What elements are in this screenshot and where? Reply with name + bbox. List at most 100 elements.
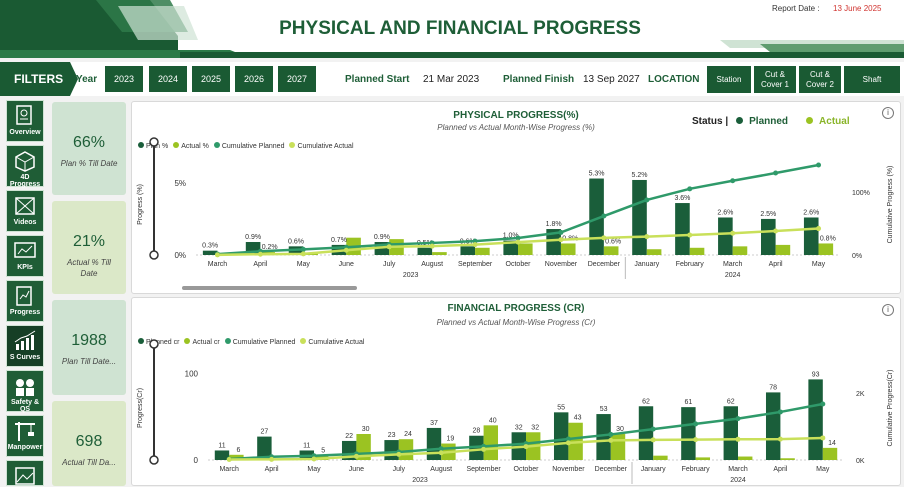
nav-progress[interactable]: Progress [6,280,44,322]
physical-legend: Plan % Actual % Cumulative Planned Cumul… [138,142,354,150]
year-button-2023[interactable]: 2023 [105,66,143,92]
header-decoration [0,0,904,58]
physical-bar-plan [718,217,733,255]
physical-cum-planned-point [472,238,478,244]
nav-safety-qs[interactable]: Safety & QS [6,370,44,413]
nav-gallery[interactable] [6,460,44,486]
financial-bar-plan [384,440,399,460]
year-button-2024[interactable]: 2024 [149,66,187,92]
legend-fin-cum-planned[interactable]: Cumulative Planned [224,338,295,346]
physical-cum-actual-point [214,252,220,258]
financial-plan-label: 32 [515,424,523,431]
legend-actual-label: Actual % [181,143,209,150]
financial-bar-actual [229,454,244,460]
physical-cum-actual-point [687,232,693,238]
location-button-shaft[interactable]: Shaft [844,66,900,93]
financial-plan-label: 62 [642,398,650,405]
kpi-icon [14,242,36,258]
legend-actual-cr[interactable]: Actual cr [184,338,220,346]
financial-plan-label: 23 [388,432,396,439]
financial-plan-label: 55 [557,404,565,411]
status-planned[interactable]: Planned [736,116,788,127]
planned-finish-label: Planned Finish [503,74,575,85]
physical-bar-plan [417,247,433,255]
location-button-cut-cover-1[interactable]: Cut & Cover 1 [754,66,796,93]
kpi-actual-till-date-value: 698 [75,433,103,450]
legend-plan-label: Plan % [146,143,169,150]
legend-fin-cum-actual-label: Cumulative Actual [308,339,365,346]
kpi-actual-percent-value: 21% [72,233,106,250]
physical-info-icon[interactable]: i [882,107,894,119]
financial-actual-label: 5 [321,448,325,455]
legend-cum-actual[interactable]: Cumulative Actual [289,142,354,150]
financial-xtick: April [773,466,787,473]
physical-bar-plan [503,240,518,255]
physical-progress-chart: Progress (%) Cumulative Progress (%) 0% 5% 0… [137,137,894,290]
financial-year-label: 2023 [412,477,428,484]
legend-actual[interactable]: Actual % [173,142,209,150]
legend-fin-cum-actual[interactable]: Cumulative Actual [300,338,364,346]
financial-xtick: January [641,466,666,473]
financial-progress-panel: FINANCIAL PROGRESS (CR) Planned vs Actua… [131,297,901,486]
physical-plan-label: 0.9% [245,234,261,241]
planned-finish-value: 13 Sep 2027 [583,74,640,85]
nav-overview[interactable]: Overview [6,100,44,142]
nav-overview-label: Overview [9,129,41,136]
report-date-label: Report Date : [772,4,820,13]
legend-planned-cr-dot-icon [138,338,144,344]
legend-actual-cr-label: Actual cr [192,339,220,346]
nav-kpis[interactable]: KPIs [6,235,44,277]
nav-4d-progress[interactable]: 4D Progress [6,145,44,188]
safety-worker-icon [16,379,34,396]
physical-bar-actual [732,246,748,255]
physical-xtick: March [723,261,743,268]
legend-cum-planned[interactable]: Cumulative Planned [213,142,284,150]
financial-xtick: December [595,466,628,473]
year-button-2025[interactable]: 2025 [192,66,230,92]
financial-plan-label: 28 [472,428,480,435]
financial-info-icon[interactable]: i [882,304,894,316]
nav-s-curves[interactable]: S Curves [6,325,44,367]
financial-bar-actual [483,425,499,460]
physical-ytick-0: 0% [174,251,186,260]
physical-y2tick-1: 100% [852,190,870,197]
financial-cum-actual-point [565,440,571,446]
physical-bar-actual [518,243,533,255]
physical-cum-planned-point [558,229,564,235]
year-button-2027[interactable]: 2027 [278,66,316,92]
planned-start-label: Planned Start [345,74,410,85]
location-button-cut-cover-2[interactable]: Cut & Cover 2 [799,66,841,93]
year-button-2026[interactable]: 2026 [235,66,273,92]
legend-planned-cr[interactable]: Planned cr [138,338,179,346]
financial-bar-plan [808,379,823,460]
status-actual[interactable]: Actual [806,116,850,127]
image-icon [15,467,35,485]
location-button-station[interactable]: Station [707,66,751,93]
financial-ytick-1: 100 [185,369,199,378]
legend-actual-cr-dot-icon [184,338,191,344]
nav-manpower[interactable]: Manpower [6,415,44,457]
financial-actual-label: 30 [616,426,624,433]
physical-bar-actual [689,247,705,255]
financial-cum-actual-point [481,446,487,452]
physical-bar-plan [589,178,604,255]
physical-cum-actual-point [257,251,263,257]
financial-cum-planned-point [565,436,571,442]
legend-planned-cr-label: Planned cr [146,339,180,346]
nav-4d-progress-label: 4D Progress [9,174,41,188]
report-date: 13 June 2025 [833,4,882,13]
physical-cum-actual-point [343,247,349,253]
nav-videos-label: Videos [13,219,37,226]
nav-videos[interactable]: Videos [6,190,44,232]
financial-cum-planned-point [735,416,741,422]
legend-plan-dot-icon [138,142,144,148]
physical-bar-actual [475,247,490,255]
financial-bar-plan [214,450,230,460]
financial-xtick: June [349,466,364,473]
financial-xtick: November [552,466,585,473]
physical-cum-actual-point [515,239,521,245]
legend-plan[interactable]: Plan % [138,142,168,150]
financial-plan-label: 62 [727,398,735,405]
physical-horizontal-scrollbar[interactable] [182,286,357,290]
physical-cum-planned-point [644,197,650,203]
